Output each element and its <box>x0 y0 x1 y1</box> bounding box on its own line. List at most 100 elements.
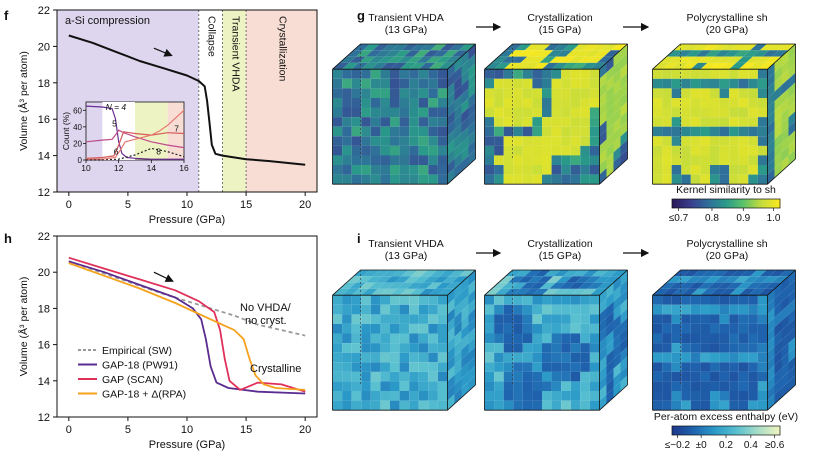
cube-cell <box>447 168 455 185</box>
y-tick-label: 16 <box>38 114 50 126</box>
cube-cell <box>748 391 758 401</box>
cube-cell <box>503 304 514 315</box>
cube-cell <box>409 314 419 324</box>
inset-series-5 <box>85 129 185 149</box>
cube-cell <box>767 384 775 401</box>
colorbar-segment <box>709 199 713 208</box>
cube-cell <box>503 126 514 137</box>
cube-cell <box>498 276 516 283</box>
cube-cell <box>774 378 782 395</box>
cube-cell <box>710 145 720 156</box>
cube-cell <box>584 50 602 57</box>
cube-cell <box>710 126 720 137</box>
cube-cell <box>361 174 371 185</box>
cube-cell <box>662 174 672 185</box>
cube-cell <box>468 308 476 325</box>
cube-cell <box>690 362 701 372</box>
cube-cell <box>774 340 782 356</box>
series-line-gap-scan- <box>68 256 306 393</box>
cube-cell <box>461 305 469 321</box>
cube-cell <box>494 174 504 185</box>
cube-cell <box>781 362 789 379</box>
cube-cell <box>428 400 438 411</box>
cube-cell <box>599 101 607 118</box>
cube-face-front <box>484 295 600 411</box>
cube-cell <box>719 107 730 118</box>
cube-cell <box>332 381 343 391</box>
inset-series-4 <box>85 105 184 160</box>
cube-cell <box>719 371 730 382</box>
cube-cell <box>788 82 796 99</box>
cube-cell <box>613 314 621 331</box>
cube-cell <box>570 126 581 137</box>
cube-cell <box>551 333 562 344</box>
cube-cell <box>748 117 758 127</box>
cube-cell <box>767 288 775 305</box>
cube-cell <box>671 174 682 185</box>
cube-cell <box>503 98 514 108</box>
cube-cell <box>428 371 438 382</box>
cube-cell <box>788 356 796 373</box>
cube-cell <box>589 352 600 363</box>
cube-cell <box>757 362 768 372</box>
cube-cell <box>767 72 775 89</box>
cube-cell <box>428 98 438 108</box>
cube-cell <box>774 320 782 337</box>
cube-cell <box>662 78 672 89</box>
cube-cell <box>738 78 749 89</box>
cube-cell <box>439 270 457 277</box>
cube-cell <box>561 362 571 372</box>
cube-cell <box>551 145 562 156</box>
cube-cell <box>700 174 710 185</box>
cube-cell <box>461 127 469 143</box>
cube-cell <box>788 317 796 334</box>
cube-cell <box>418 304 429 315</box>
cube-cell <box>503 88 514 98</box>
legend: Empirical (SW)GAP-18 (PW91)GAP (SCAN)GAP… <box>78 345 186 401</box>
cube-cell <box>613 59 621 76</box>
cube-cell <box>738 323 749 334</box>
cube-cell <box>522 371 533 382</box>
cube-cell <box>503 371 514 382</box>
cube-cell <box>384 276 402 283</box>
cube-cell <box>520 56 537 63</box>
cube-cell <box>370 295 381 305</box>
colorbar-segment <box>747 199 751 208</box>
cube-cell <box>380 98 390 108</box>
cube-cell <box>494 126 504 137</box>
colorbar-segment <box>715 199 719 208</box>
cube-cell <box>580 391 590 401</box>
cube-cell <box>532 174 542 185</box>
cube-cell <box>690 381 701 391</box>
cube-cell <box>346 50 364 57</box>
cube-face-top <box>484 270 628 296</box>
cube-cell <box>399 174 410 185</box>
cube-cell <box>681 98 691 108</box>
cube-cell <box>351 333 362 344</box>
cube-cell <box>409 165 419 175</box>
cube-cell <box>707 282 724 289</box>
cube-cell <box>729 333 739 344</box>
cube-cell <box>570 165 581 175</box>
cube-cell <box>688 282 705 289</box>
cube-cell <box>752 276 770 283</box>
cube-cell <box>662 295 672 305</box>
cube-cell <box>729 323 739 334</box>
x-tick-label: 0 <box>66 424 72 436</box>
cube-cell <box>613 343 621 360</box>
cube-cell <box>671 117 682 127</box>
colorbar-tick-label: ≤−0.2 <box>665 440 691 451</box>
cube-cell <box>551 69 562 79</box>
cube-cell <box>599 168 607 185</box>
cube-cell <box>774 388 782 404</box>
cube-cell <box>599 356 607 372</box>
cube-cell <box>532 98 542 108</box>
cube-cell <box>428 381 438 391</box>
cube-cell <box>551 174 562 185</box>
cube-cell <box>332 371 343 382</box>
cube-cell <box>542 145 552 156</box>
cube-cell <box>532 88 542 98</box>
panel-letter-g: g <box>357 8 365 23</box>
cube-cell <box>589 343 600 353</box>
cube-cell <box>774 311 782 328</box>
